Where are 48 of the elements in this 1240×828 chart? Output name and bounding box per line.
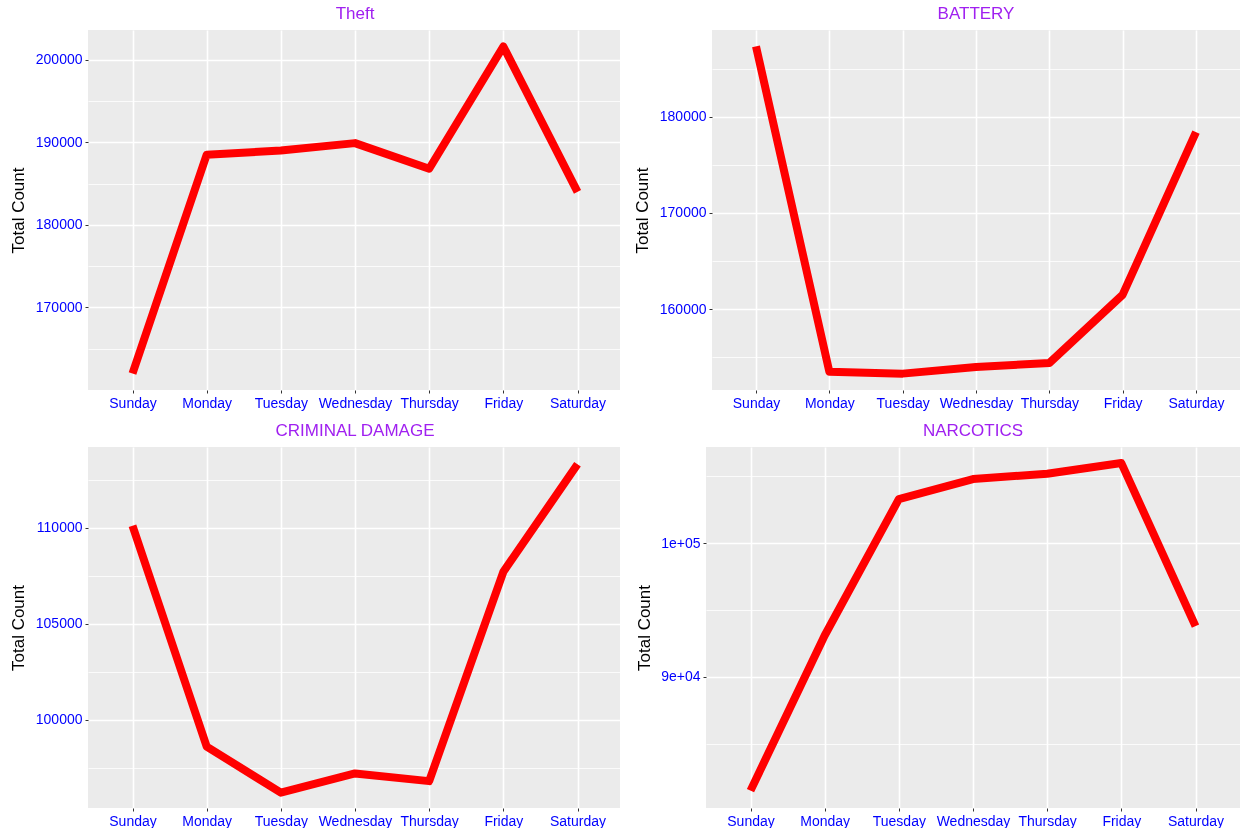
- x-tick-label: Thursday: [400, 812, 459, 828]
- chart-title: NARCOTICS: [922, 421, 1024, 440]
- x-tick-label: Monday: [804, 394, 855, 411]
- x-tick-label: Wednesday: [939, 394, 1014, 411]
- x-tick-label: Saturday: [1168, 394, 1225, 411]
- x-tick-label: Sunday: [727, 812, 775, 828]
- y-tick-label: 110000: [36, 519, 83, 536]
- x-tick-label: Saturday: [549, 394, 607, 411]
- y-axis-title: Total Count: [8, 584, 28, 671]
- x-tick-label: Sunday: [109, 812, 157, 828]
- x-tick-label: Friday: [1102, 812, 1142, 828]
- x-tick-label: Tuesday: [254, 394, 308, 411]
- x-tick-label: Wednesday: [318, 394, 393, 411]
- y-tick-label: 100000: [35, 711, 83, 728]
- y-tick-label: 9e+04: [661, 668, 701, 685]
- x-tick-label: Friday: [1103, 394, 1143, 411]
- x-tick-label: Tuesday: [876, 394, 930, 411]
- x-tick-label: Monday: [800, 812, 851, 828]
- y-tick-label: 1e+05: [661, 534, 701, 551]
- x-tick-label: Monday: [182, 394, 233, 411]
- x-tick-label: Monday: [182, 812, 233, 828]
- x-tick-label: Thursday: [400, 394, 459, 411]
- x-tick-label: Saturday: [549, 812, 607, 828]
- x-tick-label: Thursday: [1018, 812, 1077, 828]
- x-tick-label: Tuesday: [872, 812, 926, 828]
- x-tick-label: Tuesday: [254, 812, 308, 828]
- chart-title: BATTERY: [937, 4, 1015, 23]
- y-axis-title: Total Count: [632, 167, 652, 254]
- y-axis-title: Total Count: [634, 584, 654, 671]
- y-tick-label: 160000: [659, 300, 707, 317]
- y-tick-label: 170000: [35, 298, 83, 315]
- y-tick-label: 190000: [35, 133, 83, 150]
- y-tick-label: 180000: [35, 216, 83, 233]
- y-tick-label: 180000: [659, 108, 707, 125]
- y-axis-title: Total Count: [8, 167, 28, 254]
- x-tick-label: Sunday: [732, 394, 781, 411]
- chart-title: Theft: [335, 4, 375, 23]
- y-tick-label: 105000: [35, 615, 83, 632]
- x-tick-label: Friday: [484, 812, 524, 828]
- x-tick-label: Wednesday: [318, 812, 393, 828]
- x-tick-label: Wednesday: [936, 812, 1011, 828]
- y-tick-label: 200000: [35, 51, 83, 68]
- chart-title: CRIMINAL DAMAGE: [275, 421, 435, 440]
- x-tick-label: Saturday: [1167, 812, 1225, 828]
- x-tick-label: Thursday: [1020, 394, 1080, 411]
- x-tick-label: Sunday: [109, 394, 157, 411]
- x-tick-label: Friday: [484, 394, 524, 411]
- y-tick-label: 170000: [659, 204, 707, 221]
